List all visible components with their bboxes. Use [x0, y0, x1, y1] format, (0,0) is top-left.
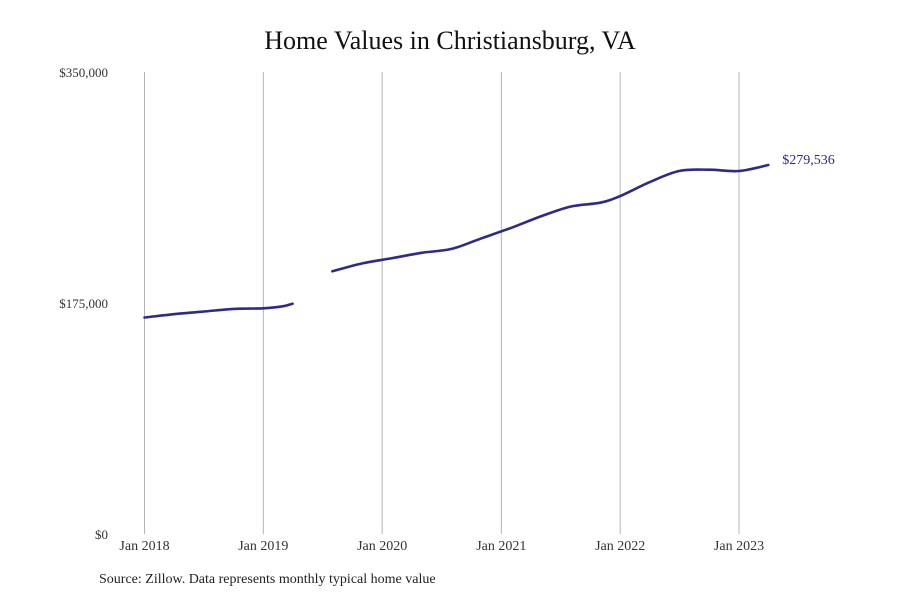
- y-tick-label: $350,000: [59, 65, 108, 80]
- y-axis: $0 $175,000 $350,000: [59, 65, 108, 542]
- x-tick-label: Jan 2022: [595, 539, 645, 554]
- data-labels: $279,536: [782, 153, 835, 168]
- x-tick-label: Jan 2021: [476, 539, 526, 554]
- series-line: [143, 302, 294, 319]
- series-lines: [143, 163, 770, 319]
- x-tick-label: Jan 2019: [238, 539, 288, 554]
- chart-title: Home Values in Christiansburg, VA: [264, 26, 636, 55]
- y-tick-label: $0: [95, 527, 108, 542]
- x-tick-label: Jan 2018: [119, 539, 169, 554]
- x-axis: Jan 2018 Jan 2019 Jan 2020 Jan 2021 Jan 2022…: [119, 539, 764, 554]
- gridlines: [144, 72, 740, 534]
- x-tick-label: Jan 2023: [714, 539, 764, 554]
- series-line: [331, 163, 770, 273]
- y-tick-label: $175,000: [59, 296, 108, 311]
- source-note: Source: Zillow. Data represents monthly …: [99, 572, 436, 587]
- x-tick-label: Jan 2020: [357, 539, 407, 554]
- end-value-label: $279,536: [782, 153, 835, 168]
